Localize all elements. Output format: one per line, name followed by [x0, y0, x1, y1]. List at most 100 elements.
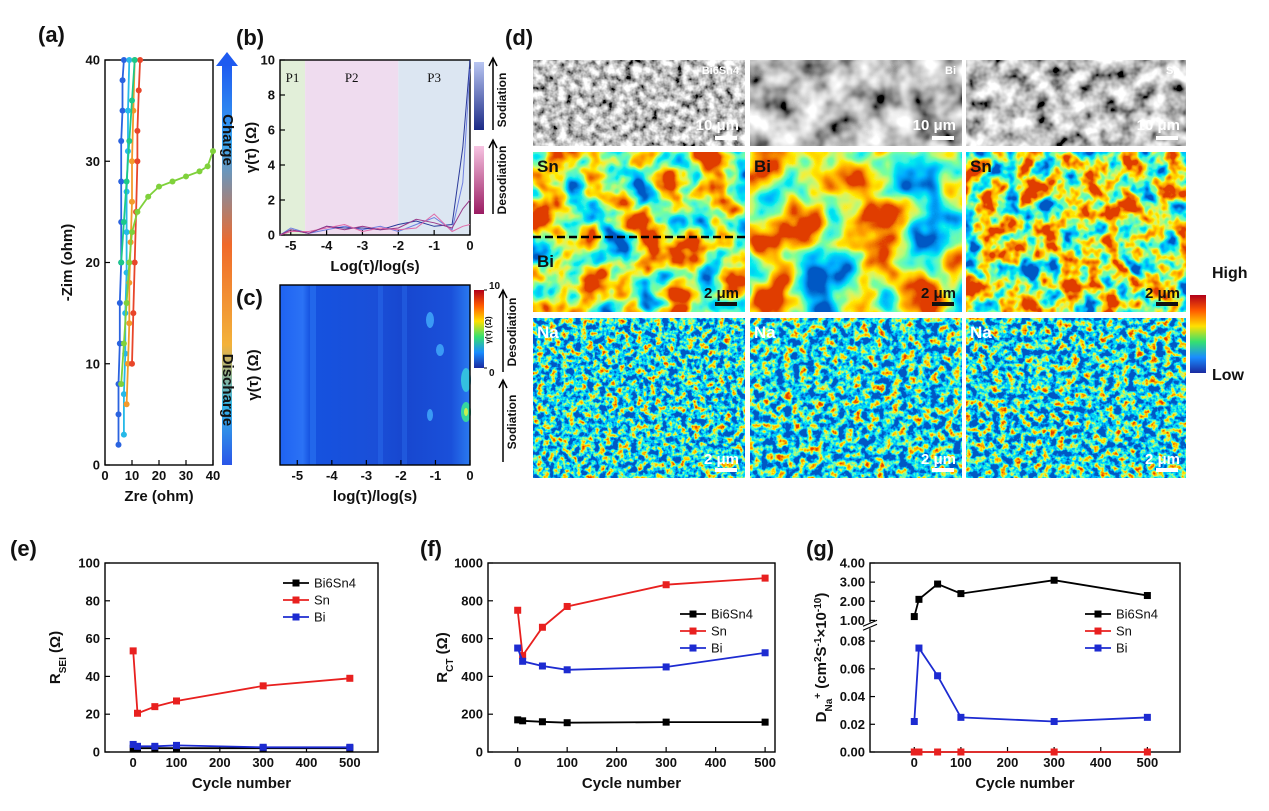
image-tag: Na — [754, 323, 776, 342]
marker — [123, 401, 130, 408]
micrograph — [533, 318, 745, 478]
micrograph — [750, 152, 962, 312]
series-line — [131, 59, 141, 364]
axis-break-gap — [864, 622, 876, 629]
y-tick-label: 40 — [86, 669, 100, 684]
y-tick-label: 100 — [78, 556, 100, 571]
y-tick-label: 0 — [93, 745, 100, 760]
y-axis-label-part: + — [813, 693, 824, 699]
micrograph — [966, 152, 1186, 312]
marker — [204, 163, 211, 170]
x-tick-label: 200 — [997, 755, 1019, 770]
x-tick-label: 100 — [166, 755, 188, 770]
marker — [116, 300, 123, 306]
marker — [134, 127, 141, 134]
series-line — [132, 650, 350, 715]
y-tick-label: 10 — [86, 356, 100, 371]
y-axis-label: γ(τ) (Ω) — [243, 122, 260, 173]
micrograph — [966, 318, 1186, 478]
x-tick-label: -1 — [428, 238, 440, 253]
heatmap-spot — [427, 409, 433, 421]
y-tick-label: 4.00 — [840, 556, 865, 571]
heatmap-stripe — [310, 285, 316, 465]
marker — [126, 57, 133, 63]
y-axis-label-part: -10 — [813, 597, 824, 612]
marker — [120, 340, 127, 347]
marker — [514, 606, 522, 614]
marker — [957, 748, 965, 756]
marker — [118, 381, 125, 387]
legend-marker — [292, 596, 300, 604]
marker — [134, 208, 141, 215]
y-tick-label: 40 — [86, 53, 100, 68]
x-tick-label: -4 — [321, 238, 333, 253]
marker — [662, 663, 670, 671]
marker — [129, 360, 135, 367]
marker — [123, 178, 130, 185]
marker — [173, 741, 180, 749]
marker — [1050, 718, 1058, 726]
region — [280, 60, 306, 235]
image-tag: Na — [970, 323, 992, 342]
heatmap-stripe — [402, 285, 407, 465]
marker — [135, 87, 142, 94]
y-axis-label: RSEI (Ω) — [47, 631, 69, 684]
marker — [210, 148, 216, 155]
marker — [119, 107, 126, 114]
legend-marker — [1094, 610, 1102, 618]
marker — [957, 590, 965, 598]
y-tick-label: 200 — [461, 707, 483, 722]
marker — [1143, 713, 1151, 721]
image-tag: Sn — [537, 157, 559, 176]
marker — [129, 740, 137, 748]
scale-bar — [715, 468, 737, 472]
marker — [910, 748, 918, 756]
marker — [134, 709, 141, 717]
marker — [134, 742, 141, 750]
x-tick-label: 200 — [209, 755, 231, 770]
marker — [563, 602, 571, 610]
marker — [761, 718, 769, 726]
scale-label: 10 μm — [1137, 117, 1180, 134]
heatmap-spot — [436, 344, 444, 356]
panel-label: (b) — [236, 25, 264, 50]
x-tick-label: 100 — [950, 755, 972, 770]
y-tick-label: 2.00 — [840, 594, 865, 609]
marker — [915, 748, 923, 756]
series-line — [279, 213, 471, 236]
arrow-label: Sodiation — [505, 395, 519, 450]
x-axis-label: Cycle number — [192, 775, 291, 792]
image-tag: Sn — [970, 157, 992, 176]
y-axis-label-part: -1 — [813, 637, 824, 646]
micrograph — [533, 60, 745, 146]
y-tick-label: 1.00 — [840, 613, 865, 628]
marker — [131, 57, 138, 63]
panel-label: (c) — [236, 285, 263, 310]
y-tick-label: 6 — [268, 123, 275, 138]
image-tag: Sn — [1166, 65, 1180, 77]
panel-label: (e) — [10, 536, 37, 561]
colorbar-label: Low — [1212, 367, 1245, 384]
marker — [118, 259, 125, 266]
marker — [934, 748, 942, 756]
scale-label: 2 μm — [704, 285, 739, 302]
marker — [915, 595, 923, 603]
image-tag: Bi — [754, 157, 771, 176]
x-tick-label: 10 — [125, 468, 139, 483]
marker — [115, 411, 122, 418]
colorbar — [474, 290, 484, 368]
marker — [563, 666, 571, 674]
x-axis-label: Zre (ohm) — [124, 488, 193, 505]
y-axis-label-part: R — [434, 672, 451, 683]
marker — [130, 310, 137, 317]
micrograph — [533, 152, 745, 312]
scale-bar — [1156, 468, 1178, 472]
heatmap-stripe — [378, 285, 383, 465]
region-label: P1 — [286, 70, 300, 85]
marker — [514, 644, 522, 652]
x-tick-label: -3 — [357, 238, 369, 253]
y-tick-label: 400 — [461, 669, 483, 684]
x-tick-label: 30 — [179, 468, 193, 483]
marker — [120, 57, 127, 63]
